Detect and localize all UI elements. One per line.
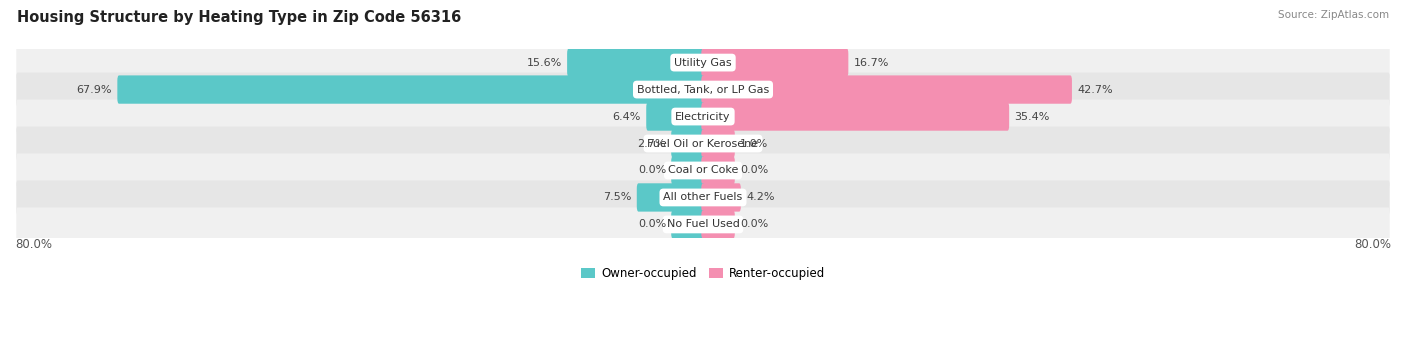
FancyBboxPatch shape (117, 75, 704, 104)
Text: 80.0%: 80.0% (15, 238, 52, 251)
Text: Electricity: Electricity (675, 112, 731, 121)
FancyBboxPatch shape (702, 210, 735, 239)
FancyBboxPatch shape (671, 210, 704, 239)
Text: 0.0%: 0.0% (740, 220, 768, 229)
Text: 7.5%: 7.5% (603, 192, 631, 203)
Text: All other Fuels: All other Fuels (664, 192, 742, 203)
Text: 16.7%: 16.7% (853, 58, 889, 68)
Text: 4.2%: 4.2% (747, 192, 775, 203)
Text: Fuel Oil or Kerosene: Fuel Oil or Kerosene (647, 138, 759, 149)
Text: 67.9%: 67.9% (77, 85, 112, 94)
FancyBboxPatch shape (17, 100, 1389, 134)
Text: 0.0%: 0.0% (638, 165, 666, 176)
FancyBboxPatch shape (671, 156, 704, 184)
Text: 80.0%: 80.0% (1354, 238, 1391, 251)
FancyBboxPatch shape (702, 48, 848, 77)
Legend: Owner-occupied, Renter-occupied: Owner-occupied, Renter-occupied (576, 263, 830, 285)
FancyBboxPatch shape (17, 46, 1389, 79)
Text: Utility Gas: Utility Gas (675, 58, 731, 68)
FancyBboxPatch shape (671, 129, 704, 158)
Text: 42.7%: 42.7% (1077, 85, 1112, 94)
Text: Housing Structure by Heating Type in Zip Code 56316: Housing Structure by Heating Type in Zip… (17, 10, 461, 25)
FancyBboxPatch shape (567, 48, 704, 77)
Text: Bottled, Tank, or LP Gas: Bottled, Tank, or LP Gas (637, 85, 769, 94)
FancyBboxPatch shape (702, 183, 741, 212)
FancyBboxPatch shape (17, 73, 1389, 106)
Text: 1.0%: 1.0% (740, 138, 768, 149)
Text: No Fuel Used: No Fuel Used (666, 220, 740, 229)
Text: Coal or Coke: Coal or Coke (668, 165, 738, 176)
FancyBboxPatch shape (17, 127, 1389, 161)
Text: 2.7%: 2.7% (637, 138, 666, 149)
Text: 0.0%: 0.0% (638, 220, 666, 229)
Text: 0.0%: 0.0% (740, 165, 768, 176)
FancyBboxPatch shape (647, 102, 704, 131)
FancyBboxPatch shape (702, 75, 1071, 104)
Text: 35.4%: 35.4% (1014, 112, 1050, 121)
FancyBboxPatch shape (702, 102, 1010, 131)
FancyBboxPatch shape (17, 180, 1389, 214)
Text: 6.4%: 6.4% (613, 112, 641, 121)
FancyBboxPatch shape (637, 183, 704, 212)
Text: Source: ZipAtlas.com: Source: ZipAtlas.com (1278, 10, 1389, 20)
FancyBboxPatch shape (17, 153, 1389, 188)
FancyBboxPatch shape (17, 207, 1389, 241)
Text: 15.6%: 15.6% (527, 58, 562, 68)
FancyBboxPatch shape (702, 156, 735, 184)
FancyBboxPatch shape (702, 129, 735, 158)
